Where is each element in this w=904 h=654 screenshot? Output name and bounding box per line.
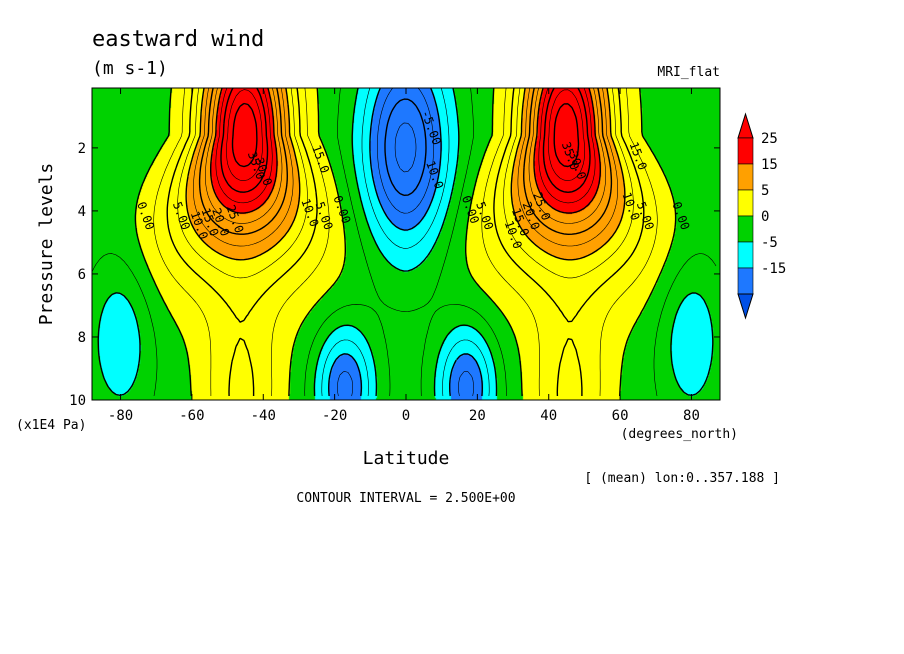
colorbar-segment — [737, 215, 754, 243]
colorbar-bottom-arrow — [737, 293, 754, 320]
y-axis-units: (x1E4 Pa) — [16, 418, 86, 433]
colorbar-label: 15 — [761, 157, 778, 173]
x-tick-label: 80 — [683, 408, 700, 424]
contour-line — [193, 87, 618, 247]
contour-line — [97, 87, 714, 397]
model-name: MRI_flat — [657, 65, 720, 80]
contour-line — [166, 87, 645, 397]
contour-line — [215, 87, 596, 204]
y-tick-label: 4 — [78, 204, 86, 220]
colorbar-label: -5 — [761, 235, 778, 251]
y-tick-label: 8 — [78, 330, 86, 346]
mean-note: [ (mean) lon:0..357.188 ] — [584, 471, 780, 486]
contour-line — [210, 87, 601, 214]
contour-line — [231, 102, 580, 168]
contour-line — [328, 87, 483, 397]
x-tick-label: -20 — [322, 408, 347, 424]
x-tick-label: 60 — [612, 408, 629, 424]
x-tick-label: -80 — [108, 408, 133, 424]
contour-line — [384, 98, 427, 196]
x-tick-label: 20 — [469, 408, 486, 424]
y-tick-label: 6 — [78, 267, 86, 283]
contour-lines — [91, 87, 717, 397]
contour-line — [337, 87, 474, 397]
colorbar: 25 15 5 0 -5 -15 — [737, 112, 786, 320]
wind-field-shading — [92, 88, 720, 400]
colorbar-top-arrow — [737, 112, 754, 139]
contour-line — [394, 122, 417, 173]
contour-line — [185, 87, 626, 261]
chart-units: (m s-1) — [92, 58, 168, 79]
colorbar-label: -15 — [761, 261, 786, 277]
colorbar-segment — [737, 267, 754, 295]
colorbar-segment — [737, 189, 754, 217]
colorbar-label: 0 — [761, 209, 769, 225]
contour-line — [198, 87, 613, 235]
contour-line — [220, 87, 591, 193]
contour-line — [91, 87, 717, 397]
contour-line — [177, 87, 634, 279]
contour-line — [205, 87, 606, 224]
contour-line — [321, 87, 490, 397]
colorbar-label: 5 — [761, 183, 769, 199]
y-tick-label: 2 — [78, 141, 86, 157]
colorbar-segment — [737, 137, 754, 165]
contour-line — [226, 89, 585, 181]
contour-interval: CONTOUR INTERVAL = 2.500E+00 — [296, 491, 515, 506]
chart-title: eastward wind — [92, 27, 264, 52]
colorbar-label: 25 — [761, 131, 778, 147]
colorbar-segment — [737, 163, 754, 191]
colorbar-segment — [737, 241, 754, 269]
contour-line — [134, 87, 677, 397]
y-tick-label: 10 — [69, 393, 86, 409]
x-axis-label: Latitude — [363, 448, 450, 469]
y-axis-ticks: 2 4 6 8 10 — [69, 141, 720, 409]
x-tick-label: 0 — [402, 408, 410, 424]
x-tick-label: -40 — [251, 408, 276, 424]
y-axis-label: Pressure levels — [36, 163, 57, 326]
x-axis-units: (degrees_north) — [621, 427, 738, 442]
contour-line — [153, 87, 658, 397]
x-tick-label: -60 — [179, 408, 204, 424]
x-axis-ticks: -80 -60 -40 -20 0 20 40 60 80 — [108, 88, 700, 424]
x-tick-label: 40 — [540, 408, 557, 424]
